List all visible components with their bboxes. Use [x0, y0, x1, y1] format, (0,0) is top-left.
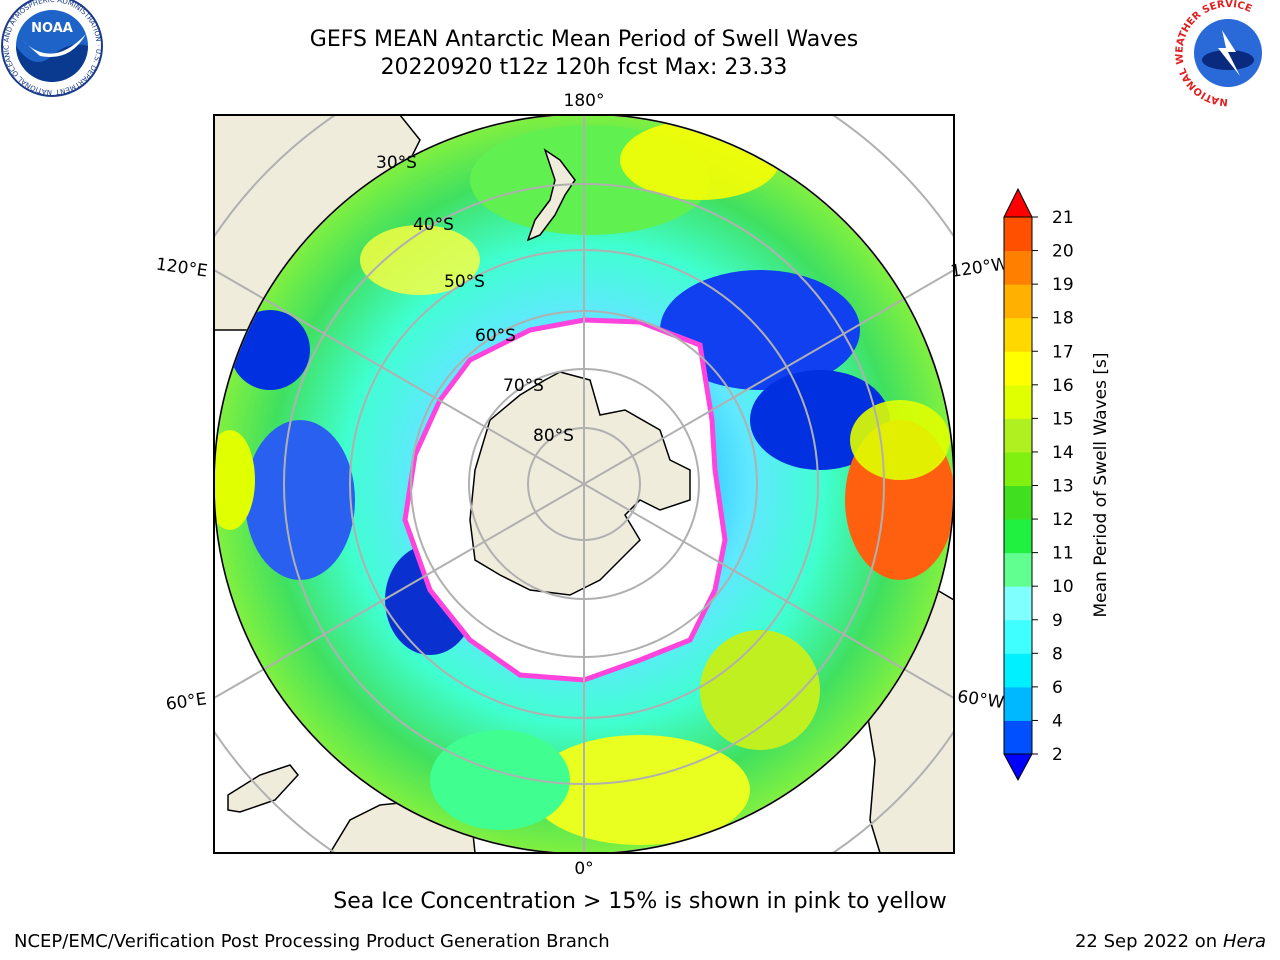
colorbar-tick-label: 13	[1052, 477, 1074, 497]
colorbar-tick-label: 18	[1052, 309, 1074, 329]
map-subtitle: 20220920 t12z 120h fcst Max: 23.33	[380, 55, 788, 80]
colorbar-segment	[1004, 686, 1032, 721]
colorbar-tick-label: 11	[1052, 544, 1074, 564]
colorbar-tick-label: 12	[1052, 510, 1074, 530]
new-zealand-land	[526, 148, 576, 242]
colorbar-segment	[1004, 519, 1032, 554]
colorbar-segment	[1004, 552, 1032, 587]
machine-name: Hera	[1222, 931, 1266, 952]
lon-label-60w: 60°W	[956, 687, 1005, 713]
colorbar-segment	[1004, 586, 1032, 621]
colorbar-segment	[1004, 619, 1032, 654]
colorbar-segment	[1004, 418, 1032, 453]
lon-label-120e: 120°E	[155, 255, 209, 282]
colorbar-under-arrow	[1003, 753, 1033, 782]
lon-label-60e: 60°E	[165, 689, 208, 714]
graticule	[214, 115, 954, 853]
colorbar-segment	[1004, 653, 1032, 688]
colorbar-segment	[1004, 720, 1032, 755]
nws-logo: NATIONAL WEATHER SERVICE	[1174, 0, 1280, 107]
madagascar-land	[227, 764, 299, 813]
lat-label-30s: 30°S	[376, 153, 417, 173]
colorbar-segment	[1004, 485, 1032, 520]
antarctica-land	[469, 371, 691, 596]
colorbar-tick-label: 16	[1052, 376, 1074, 396]
colorbar-tick-label: 21	[1052, 208, 1074, 228]
colorbar-segment	[1004, 250, 1032, 285]
sea-ice-note: Sea Ice Concentration > 15% is shown in …	[333, 889, 947, 914]
date-text: 22 Sep 2022 on	[1074, 931, 1218, 952]
colorbar-tick-label: 2	[1052, 745, 1063, 765]
colorbar-tick-label: 14	[1052, 443, 1074, 463]
colorbar-segment	[1004, 384, 1032, 419]
colorbar: 2 4 6 8 9 10 11 12 13 14 15 16 17 18 19 20 21	[1003, 187, 1074, 782]
lat-label-40s: 40°S	[413, 215, 454, 235]
colorbar-segment	[1004, 351, 1032, 386]
lon-label-0: 0°	[574, 859, 593, 879]
noaa-logo: NATIONAL OCEANIC AND ATMOSPHERIC ADMINIS…	[0, 0, 103, 97]
map-frame	[213, 114, 955, 854]
date-credit: 22 Sep 2022 on Hera	[1075, 931, 1266, 952]
colorbar-tick-label: 17	[1052, 342, 1074, 362]
colorbar-tick-label: 15	[1052, 409, 1074, 429]
map-panel	[214, 115, 954, 853]
lon-label-120w: 120°W	[949, 254, 1009, 282]
colorbar-tick-label: 20	[1052, 242, 1074, 262]
noaa-logo-text: NOAA	[31, 21, 73, 36]
credit-text: NCEP/EMC/Verification Post Processing Pr…	[14, 931, 610, 952]
colorbar-segment	[1004, 284, 1032, 319]
colorbar-tick-label: 19	[1052, 275, 1074, 295]
colorbar-segment	[1004, 317, 1032, 352]
colorbar-tick-label: 8	[1052, 644, 1063, 664]
lon-label-180: 180°	[564, 91, 605, 111]
colorbar-segment	[1004, 451, 1032, 486]
lat-label-60s: 60°S	[475, 326, 516, 346]
colorbar-tick-label: 10	[1052, 577, 1074, 597]
colorbar-segment	[1004, 217, 1032, 252]
map-title: GEFS MEAN Antarctic Mean Period of Swell…	[309, 27, 859, 52]
lat-label-50s: 50°S	[444, 272, 485, 292]
colorbar-over-arrow	[1003, 187, 1033, 218]
lat-label-80s: 80°S	[533, 426, 574, 446]
lat-label-70s: 70°S	[503, 376, 544, 396]
colorbar-tick-label: 6	[1052, 678, 1063, 698]
colorbar-label: Mean Period of Swell Waves [s]	[1091, 353, 1111, 618]
colorbar-tick-label: 9	[1052, 611, 1063, 631]
colorbar-tick-label: 4	[1052, 711, 1063, 731]
